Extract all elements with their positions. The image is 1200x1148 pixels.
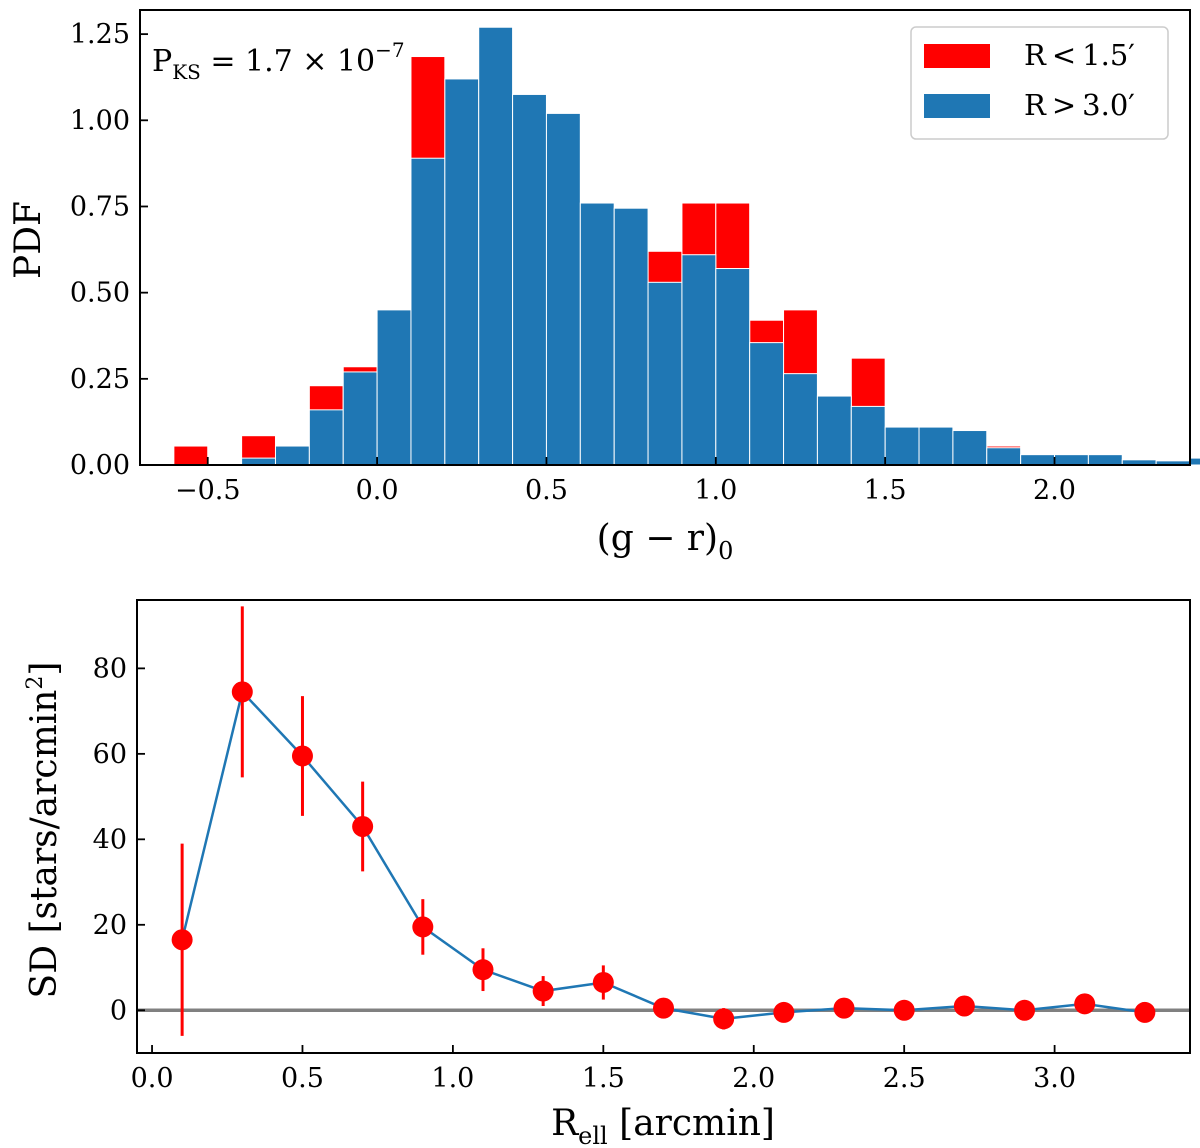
histogram-y-axis-label: PDF xyxy=(8,201,49,279)
profile-y-tick-label: 40 xyxy=(93,824,127,855)
ks-statistic-annotation: PKS = 1.7 × 10−7 xyxy=(152,38,405,84)
histogram-bar-series-2 xyxy=(579,202,615,466)
profile-x-tick-label: 2.5 xyxy=(883,1063,926,1094)
histogram-x-ticks: −0.5 0.0 0.5 1.0 1.5 2.0 xyxy=(175,457,1076,506)
profile-y-tick-label: 0 xyxy=(110,995,127,1026)
histogram-bar-series-2 xyxy=(1020,454,1056,466)
histogram-bar-series-2 xyxy=(545,112,581,466)
profile-point xyxy=(653,997,674,1019)
histogram-bar-series-2 xyxy=(376,309,412,466)
histogram-x-tick-label: −0.5 xyxy=(175,475,241,506)
profile-x-tick-label: 1.5 xyxy=(582,1063,625,1094)
profile-y-tick-label: 80 xyxy=(93,653,127,684)
profile-point xyxy=(532,980,554,1002)
histogram-bar-series-2 xyxy=(918,426,954,466)
histogram-y-tick-label: 1.00 xyxy=(70,105,130,136)
histogram-bar-series-2 xyxy=(986,447,1022,466)
profile-x-tick-label: 2.0 xyxy=(732,1063,775,1094)
profile-point xyxy=(1074,993,1096,1015)
profile-point xyxy=(1134,1001,1156,1023)
histogram-bar-series-2 xyxy=(647,281,683,466)
histogram-bar-series-2 xyxy=(1087,454,1123,466)
profile-point xyxy=(1014,999,1036,1021)
histogram-bar-series-2 xyxy=(715,268,751,466)
profile-x-tick-label: 0.5 xyxy=(281,1063,324,1094)
profile-x-axis-label: Rell [arcmin] xyxy=(551,1103,775,1148)
histogram-bar-series-2 xyxy=(884,426,920,466)
profile-point xyxy=(171,929,193,951)
histogram-panel: −0.5 0.0 0.5 1.0 1.5 2.0 0.00 0.25 0.50 0.75 1.00… xyxy=(8,9,1200,565)
histogram-y-tick-label: 0.25 xyxy=(70,364,130,395)
legend-swatch-series-2 xyxy=(924,94,990,118)
legend-label-series-1: R <1.5′ xyxy=(1024,38,1135,72)
histogram-y-ticks: 0.00 0.25 0.50 0.75 1.00 1.25 xyxy=(70,19,148,481)
histogram-bar-series-2 xyxy=(241,457,276,466)
profile-point xyxy=(412,916,434,938)
profile-error-bars xyxy=(180,606,1147,1036)
histogram-y-tick-label: 1.25 xyxy=(70,19,130,50)
histogram-bar-series-2 xyxy=(850,405,886,466)
histogram-bar-series-2 xyxy=(952,430,988,466)
profile-point xyxy=(953,995,975,1017)
histogram-x-tick-label: 1.0 xyxy=(694,475,737,506)
profile-x-tick-label: 0.0 xyxy=(131,1063,174,1094)
histogram-legend: R <1.5′ R >3.0′ xyxy=(910,26,1169,140)
histogram-x-axis-label: (g − r)0 xyxy=(597,518,734,565)
histogram-x-tick-label: 0.0 xyxy=(356,475,399,506)
histogram-bar-series-2 xyxy=(444,78,480,466)
profile-x-tick-label: 1.0 xyxy=(431,1063,474,1094)
histogram-bar-series-2 xyxy=(308,409,344,466)
histogram-bar-series-2 xyxy=(512,93,547,466)
histogram-bar-series-2 xyxy=(1054,454,1089,466)
histogram-bar-series-2 xyxy=(681,254,717,466)
profile-point xyxy=(291,745,313,767)
histogram-y-tick-label: 0.00 xyxy=(70,450,130,481)
histogram-plot-frame xyxy=(139,9,1191,466)
profile-point xyxy=(231,681,253,703)
profile-connecting-line xyxy=(180,689,1146,1021)
histogram-x-tick-label: 1.5 xyxy=(864,475,907,506)
histogram-bar-series-1 xyxy=(173,445,209,466)
histogram-bar-series-2 xyxy=(613,207,649,466)
histogram-bar-series-2 xyxy=(1189,457,1200,466)
density-profile-panel: 0.0 0.5 1.0 1.5 2.0 2.5 3.0 0 20 40 60 80 SD [star… xyxy=(23,599,1191,1148)
profile-y-ticks: 0 20 40 60 80 xyxy=(93,653,145,1026)
histogram-bar-series-2 xyxy=(274,445,310,466)
profile-point xyxy=(592,971,614,993)
profile-point xyxy=(833,997,855,1019)
legend-swatch-series-1 xyxy=(924,44,990,68)
profile-y-axis-label: SD [stars/arcmin2] xyxy=(23,662,65,999)
profile-points xyxy=(171,681,1156,1030)
profile-point xyxy=(773,1001,795,1023)
profile-x-ticks: 0.0 0.5 1.0 1.5 2.0 2.5 3.0 xyxy=(131,1045,1076,1094)
histogram-x-tick-label: 2.0 xyxy=(1033,475,1076,506)
histogram-bar-series-2 xyxy=(749,342,785,466)
profile-x-tick-label: 3.0 xyxy=(1033,1063,1076,1094)
profile-point xyxy=(472,959,494,981)
profile-point xyxy=(893,999,915,1021)
histogram-bar-series-2 xyxy=(783,373,818,466)
histogram-x-tick-label: 0.5 xyxy=(525,475,568,506)
legend-label-series-2: R >3.0′ xyxy=(1024,88,1135,122)
histogram-y-tick-label: 0.75 xyxy=(70,191,130,222)
histogram-y-tick-label: 0.50 xyxy=(70,278,130,309)
profile-plot-frame xyxy=(136,599,1191,1054)
histogram-bar-series-2 xyxy=(410,157,446,466)
histogram-bar-series-2 xyxy=(342,371,378,466)
profile-point xyxy=(352,816,374,837)
profile-y-tick-label: 20 xyxy=(93,910,127,941)
profile-y-tick-label: 60 xyxy=(93,739,127,770)
histogram-bar-series-2 xyxy=(478,26,514,466)
profile-point xyxy=(713,1008,735,1030)
histogram-bar-series-2 xyxy=(816,395,852,466)
